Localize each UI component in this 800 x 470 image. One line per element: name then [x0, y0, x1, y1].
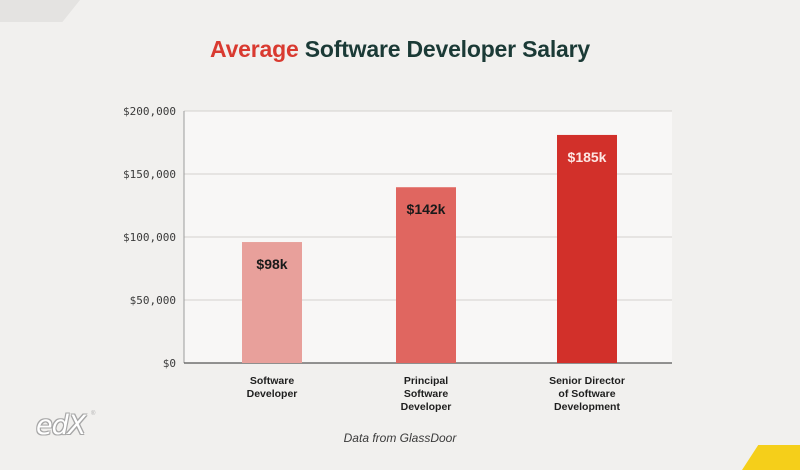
bar-data-label: $98k [256, 256, 287, 272]
chart-title-accent: Average [210, 36, 299, 62]
chart-title: Average Software Developer Salary [0, 36, 800, 63]
y-tick-label: $200,000 [123, 105, 176, 118]
source-note: Data from GlassDoor [343, 431, 457, 445]
y-tick-label: $0 [163, 357, 176, 370]
edx-logo: edX ® [30, 409, 102, 445]
registered-mark: ® [91, 411, 96, 417]
edx-logo-text: edX [36, 410, 86, 441]
x-category-label: Development [554, 401, 620, 413]
x-category-label: Developer [401, 401, 452, 413]
x-category-label: Software [404, 388, 449, 400]
bar [557, 134, 617, 363]
x-category-label: Senior Director [549, 375, 625, 387]
x-category-label: of Software [558, 388, 615, 400]
y-tick-label: $50,000 [130, 294, 176, 307]
bar-data-label: $185k [568, 149, 607, 165]
bar [396, 187, 456, 363]
corner-decoration [0, 0, 80, 22]
y-tick-label: $150,000 [123, 168, 176, 181]
x-category-label: Software [250, 375, 295, 387]
x-category-label: Developer [247, 388, 298, 400]
y-tick-label: $100,000 [123, 231, 176, 244]
bar [242, 242, 302, 363]
chart-title-main: Software Developer Salary [304, 36, 590, 62]
x-category-label: Principal [404, 375, 448, 387]
bar-data-label: $142k [407, 201, 446, 217]
